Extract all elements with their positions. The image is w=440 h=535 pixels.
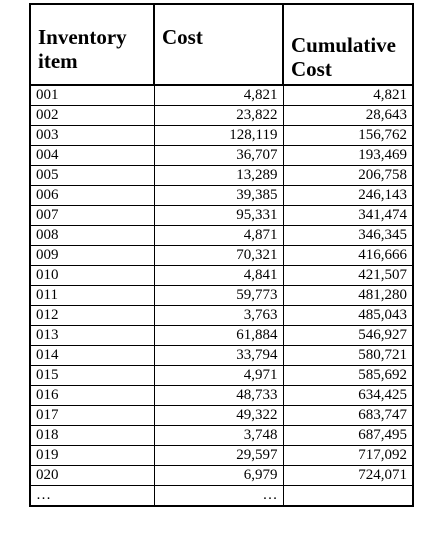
cell-item: 001 — [29, 84, 155, 106]
cell-cumulative-cost: 724,071 — [282, 465, 414, 486]
cell-cost: … — [153, 485, 284, 507]
cell-cost: 4,841 — [153, 265, 284, 286]
cell-cost: 48,733 — [153, 385, 284, 406]
cell-cost: 39,385 — [153, 185, 284, 206]
cell-cumulative-cost: 246,143 — [282, 185, 414, 206]
header-inventory-item: Inventory item — [29, 3, 155, 86]
cell-cumulative-cost: 634,425 — [282, 385, 414, 406]
cell-cost: 128,119 — [153, 125, 284, 146]
cell-cost: 95,331 — [153, 205, 284, 226]
cell-item: 019 — [29, 445, 155, 466]
cell-cost: 13,289 — [153, 165, 284, 186]
cell-item: 011 — [29, 285, 155, 306]
cell-cost: 23,822 — [153, 105, 284, 126]
cell-item: 003 — [29, 125, 155, 146]
cell-item: … — [29, 485, 155, 507]
table-row: 009 70,321 416,666 — [29, 245, 414, 266]
cell-cumulative-cost: 717,092 — [282, 445, 414, 466]
cell-item: 017 — [29, 405, 155, 426]
cell-cumulative-cost: 346,345 — [282, 225, 414, 246]
cell-item: 014 — [29, 345, 155, 366]
cell-cumulative-cost: 687,495 — [282, 425, 414, 446]
cell-cost: 36,707 — [153, 145, 284, 166]
cell-cumulative-cost: 421,507 — [282, 265, 414, 286]
cell-cumulative-cost: 485,043 — [282, 305, 414, 326]
cell-cost: 61,884 — [153, 325, 284, 346]
cell-cumulative-cost: 341,474 — [282, 205, 414, 226]
cell-cost: 3,748 — [153, 425, 284, 446]
table-row: 018 3,748 687,495 — [29, 425, 414, 446]
table-row: 008 4,871 346,345 — [29, 225, 414, 246]
cell-cost: 3,763 — [153, 305, 284, 326]
cell-cost: 6,979 — [153, 465, 284, 486]
cell-cost: 59,773 — [153, 285, 284, 306]
cell-cumulative-cost: 546,927 — [282, 325, 414, 346]
cell-item: 013 — [29, 325, 155, 346]
cell-cumulative-cost: 580,721 — [282, 345, 414, 366]
header-cumulative-cost-label: Cumulative Cost — [291, 33, 396, 81]
table-row: 007 95,331 341,474 — [29, 205, 414, 226]
cell-item: 002 — [29, 105, 155, 126]
cell-cost: 4,871 — [153, 225, 284, 246]
table-body: 001 4,821 4,821 002 23,822 28,643 003 128,119… — [29, 84, 414, 507]
cell-item: 007 — [29, 205, 155, 226]
cell-cumulative-cost: 4,821 — [282, 84, 414, 106]
cell-item: 006 — [29, 185, 155, 206]
cell-item: 009 — [29, 245, 155, 266]
inventory-cost-table: Inventory item Cost Cumulative Cost 001 4… — [29, 3, 414, 507]
cell-item: 004 — [29, 145, 155, 166]
cell-cost: 33,794 — [153, 345, 284, 366]
header-cumulative-cost: Cumulative Cost — [282, 3, 414, 86]
table-row: 006 39,385 246,143 — [29, 185, 414, 206]
table-header: Inventory item Cost Cumulative Cost — [29, 3, 414, 86]
table-row: 016 48,733 634,425 — [29, 385, 414, 406]
table-row: 011 59,773 481,280 — [29, 285, 414, 306]
cell-item: 020 — [29, 465, 155, 486]
cell-cumulative-cost: 416,666 — [282, 245, 414, 266]
cell-cumulative-cost: 206,758 — [282, 165, 414, 186]
header-row: Inventory item Cost Cumulative Cost — [29, 3, 414, 86]
cell-cumulative-cost: 585,692 — [282, 365, 414, 386]
cell-cost: 4,821 — [153, 84, 284, 106]
table-row: 005 13,289 206,758 — [29, 165, 414, 186]
cell-item: 005 — [29, 165, 155, 186]
table-row: 001 4,821 4,821 — [29, 84, 414, 106]
cell-item: 010 — [29, 265, 155, 286]
cell-cumulative-cost: 156,762 — [282, 125, 414, 146]
cell-cost: 4,971 — [153, 365, 284, 386]
cell-item: 016 — [29, 385, 155, 406]
cell-cumulative-cost — [282, 485, 414, 507]
header-inventory-item-label: Inventory item — [38, 25, 127, 73]
table-row: 002 23,822 28,643 — [29, 105, 414, 126]
table-row: 015 4,971 585,692 — [29, 365, 414, 386]
cell-item: 015 — [29, 365, 155, 386]
cell-item: 018 — [29, 425, 155, 446]
cell-cost: 29,597 — [153, 445, 284, 466]
table-row: 010 4,841 421,507 — [29, 265, 414, 286]
table-row: 020 6,979 724,071 — [29, 465, 414, 486]
table-row: 013 61,884 546,927 — [29, 325, 414, 346]
table-row: 017 49,322 683,747 — [29, 405, 414, 426]
cell-cumulative-cost: 481,280 — [282, 285, 414, 306]
table-row: 003 128,119 156,762 — [29, 125, 414, 146]
cell-cumulative-cost: 28,643 — [282, 105, 414, 126]
cell-cost: 49,322 — [153, 405, 284, 426]
table-row-ellipsis: …… — [29, 485, 414, 507]
header-cost-label: Cost — [162, 25, 203, 49]
cell-item: 008 — [29, 225, 155, 246]
table-row: 019 29,597 717,092 — [29, 445, 414, 466]
cell-cost: 70,321 — [153, 245, 284, 266]
cell-cumulative-cost: 193,469 — [282, 145, 414, 166]
table-row: 004 36,707 193,469 — [29, 145, 414, 166]
cell-item: 012 — [29, 305, 155, 326]
inventory-table-container: Inventory item Cost Cumulative Cost 001 4… — [29, 3, 414, 507]
table-row: 014 33,794 580,721 — [29, 345, 414, 366]
table-row: 012 3,763 485,043 — [29, 305, 414, 326]
cell-cumulative-cost: 683,747 — [282, 405, 414, 426]
header-cost: Cost — [153, 3, 284, 86]
